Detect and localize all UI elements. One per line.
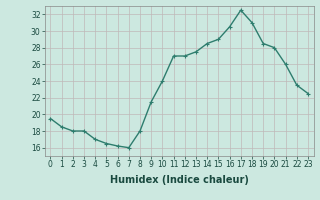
X-axis label: Humidex (Indice chaleur): Humidex (Indice chaleur) — [110, 175, 249, 185]
